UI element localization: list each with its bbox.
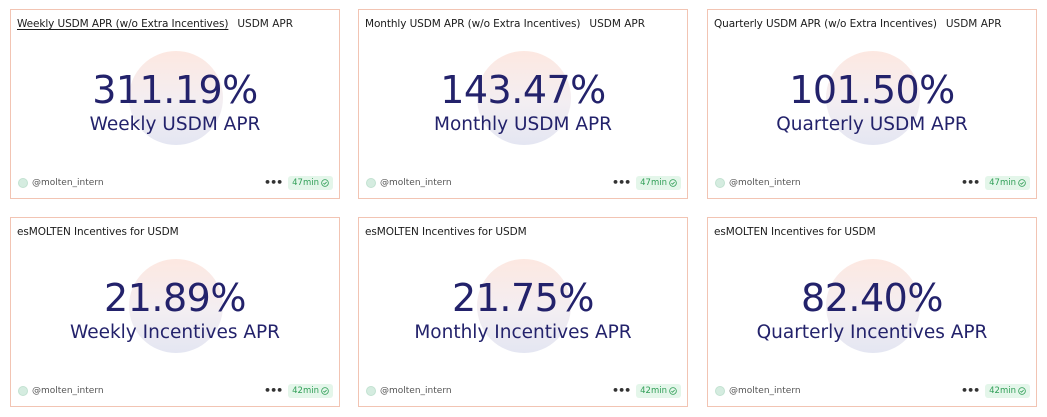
avatar[interactable] [715,386,725,396]
counter-value: 143.47% [440,68,606,112]
counter-label: Monthly USDM APR [434,114,612,135]
refresh-age-text: 47min [640,178,667,188]
card-header: esMOLTEN Incentives for USDM [714,224,1030,240]
counter-card-quarterly-incentives-apr: esMOLTEN Incentives for USDM 82.40% Quar… [707,217,1037,407]
refresh-age-badge[interactable]: 47min [288,176,333,190]
decorative-circle [477,51,571,145]
card-tab-usdm-apr[interactable]: USDM APR [589,18,646,30]
avatar[interactable] [18,178,28,188]
refresh-age-badge[interactable]: 42min [288,384,333,398]
avatar[interactable] [366,386,376,396]
avatar[interactable] [18,386,28,396]
avatar[interactable] [715,178,725,188]
card-tab-usdm-apr[interactable]: USDM APR [237,18,294,30]
counter-card-monthly-usdm-apr: Monthly USDM APR (w/o Extra Incentives) … [358,9,688,199]
author-link[interactable]: @molten_intern [380,178,452,188]
refresh-age-text: 42min [989,386,1016,396]
counter-card-weekly-incentives-apr: esMOLTEN Incentives for USDM 21.89% Week… [10,217,340,407]
author-link[interactable]: @molten_intern [32,178,104,188]
decorative-circle [477,259,571,353]
card-tab-usdm-apr[interactable]: USDM APR [945,18,1002,30]
counter-value: 21.89% [104,276,246,320]
card-footer: @molten_intern ••• 47min [714,175,1030,191]
refresh-age-text: 47min [989,178,1016,188]
card-footer: @molten_intern ••• 42min [714,383,1030,399]
card-header: Monthly USDM APR (w/o Extra Incentives) … [365,16,681,32]
counter-card-monthly-incentives-apr: esMOLTEN Incentives for USDM 21.75% Mont… [358,217,688,407]
avatar[interactable] [366,178,376,188]
author-link[interactable]: @molten_intern [32,386,104,396]
ellipsis-icon[interactable]: ••• [612,384,631,397]
check-circle-icon [669,179,677,187]
card-header: esMOLTEN Incentives for USDM [365,224,681,240]
ellipsis-icon[interactable]: ••• [961,384,980,397]
author-link[interactable]: @molten_intern [729,178,801,188]
counter-label: Quarterly USDM APR [776,114,968,135]
counter-value: 311.19% [92,68,258,112]
card-title[interactable]: Monthly USDM APR (w/o Extra Incentives) [365,18,581,30]
refresh-age-text: 42min [640,386,667,396]
counter-label: Weekly USDM APR [89,114,261,135]
card-footer: @molten_intern ••• 42min [365,383,681,399]
card-title[interactable]: esMOLTEN Incentives for USDM [17,226,179,238]
decorative-circle [129,259,223,353]
author-link[interactable]: @molten_intern [380,386,452,396]
check-circle-icon [669,387,677,395]
ellipsis-icon[interactable]: ••• [612,176,631,189]
decorative-circle [129,51,223,145]
card-title[interactable]: Weekly USDM APR (w/o Extra Incentives) [17,18,229,30]
counter-card-quarterly-usdm-apr: Quarterly USDM APR (w/o Extra Incentives… [707,9,1037,199]
refresh-age-badge[interactable]: 47min [636,176,681,190]
counter-value: 101.50% [789,68,955,112]
card-footer: @molten_intern ••• 47min [17,175,333,191]
ellipsis-icon[interactable]: ••• [264,176,283,189]
check-circle-icon [321,387,329,395]
counter-card-weekly-usdm-apr: Weekly USDM APR (w/o Extra Incentives) U… [10,9,340,199]
ellipsis-icon[interactable]: ••• [264,384,283,397]
decorative-circle [826,259,920,353]
counter-value: 21.75% [452,276,594,320]
card-footer: @molten_intern ••• 42min [17,383,333,399]
counter-label: Quarterly Incentives APR [756,322,988,343]
counter-value: 82.40% [801,276,943,320]
counter-label: Monthly Incentives APR [414,322,632,343]
counter-label: Weekly Incentives APR [69,322,281,343]
ellipsis-icon[interactable]: ••• [961,176,980,189]
card-header: Weekly USDM APR (w/o Extra Incentives) U… [17,16,333,32]
refresh-age-text: 42min [292,386,319,396]
check-circle-icon [1018,387,1026,395]
refresh-age-badge[interactable]: 42min [985,384,1030,398]
card-header: Quarterly USDM APR (w/o Extra Incentives… [714,16,1030,32]
author-link[interactable]: @molten_intern [729,386,801,396]
refresh-age-badge[interactable]: 47min [985,176,1030,190]
refresh-age-badge[interactable]: 42min [636,384,681,398]
check-circle-icon [321,179,329,187]
card-header: esMOLTEN Incentives for USDM [17,224,333,240]
decorative-circle [826,51,920,145]
card-footer: @molten_intern ••• 47min [365,175,681,191]
refresh-age-text: 47min [292,178,319,188]
card-title[interactable]: esMOLTEN Incentives for USDM [714,226,876,238]
check-circle-icon [1018,179,1026,187]
card-title[interactable]: Quarterly USDM APR (w/o Extra Incentives… [714,18,937,30]
card-title[interactable]: esMOLTEN Incentives for USDM [365,226,527,238]
